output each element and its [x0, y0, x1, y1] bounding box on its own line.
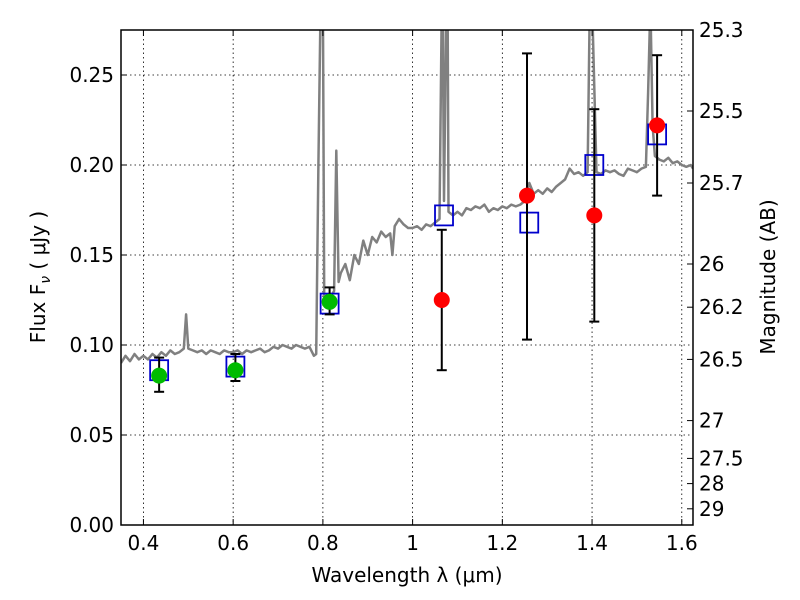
x-axis-title: Wavelength λ (μm) — [311, 563, 502, 587]
observed-point-green — [227, 362, 244, 379]
right-axis-title: Magnitude (AB) — [756, 199, 780, 354]
tick-layer: 0.4 0.6 0.8 1 1.2 1.4 1.6 0.00 0.05 0.10 0.15 0.20 0… — [69, 18, 743, 555]
y2-tick-label: 26.5 — [699, 347, 744, 371]
x-tick-label: 0.8 — [307, 531, 339, 555]
y2-tick-label: 29 — [699, 497, 724, 521]
spectrum-line — [121, 30, 693, 364]
x-tick-label: 1.6 — [666, 531, 698, 555]
y-tick-label: 0.15 — [69, 243, 114, 267]
y2-tick-label: 28 — [699, 472, 724, 496]
x-tick-label: 1.4 — [576, 531, 608, 555]
observed-point-green — [151, 367, 168, 384]
x-tick-label: 0.4 — [128, 531, 160, 555]
y-tick-label: 0.00 — [69, 513, 114, 537]
y2-tick-label: 26.2 — [699, 295, 744, 319]
observed-point-red — [586, 207, 603, 224]
y-tick-label: 0.05 — [69, 423, 114, 447]
y-tick-label: 0.10 — [69, 333, 114, 357]
observed-point-red — [649, 117, 666, 134]
observed-point-red — [433, 292, 450, 308]
y-axis-title-subscript: ν — [38, 276, 54, 284]
y2-tick-label: 25.7 — [699, 171, 744, 195]
x-tick-label: 1 — [406, 531, 419, 555]
y-axis-title: Flux Fν ( μJy ) — [26, 211, 54, 343]
grid-layer — [121, 30, 693, 526]
observed-point-red — [519, 187, 536, 204]
y2-tick-label: 25.3 — [699, 18, 744, 42]
plot-frame — [120, 29, 694, 526]
x-tick-label: 0.6 — [217, 531, 249, 555]
model-square-marker — [519, 211, 540, 234]
observed-point-green — [321, 293, 338, 310]
y-axis-title-unit: ( μJy ) — [26, 211, 50, 276]
x-tick-label: 1.2 — [486, 531, 518, 555]
y2-tick-label: 27 — [699, 409, 724, 433]
y-tick-label: 0.20 — [69, 153, 114, 177]
y2-tick-label: 26 — [699, 252, 724, 276]
marker-layer — [149, 52, 668, 393]
y2-tick-label: 27.5 — [699, 446, 744, 470]
model-square-marker — [434, 204, 454, 227]
y-axis-title-main: Flux F — [26, 284, 50, 343]
y2-tick-label: 25.5 — [699, 99, 744, 123]
y-tick-label: 0.25 — [69, 63, 114, 87]
data-layer — [121, 30, 693, 364]
